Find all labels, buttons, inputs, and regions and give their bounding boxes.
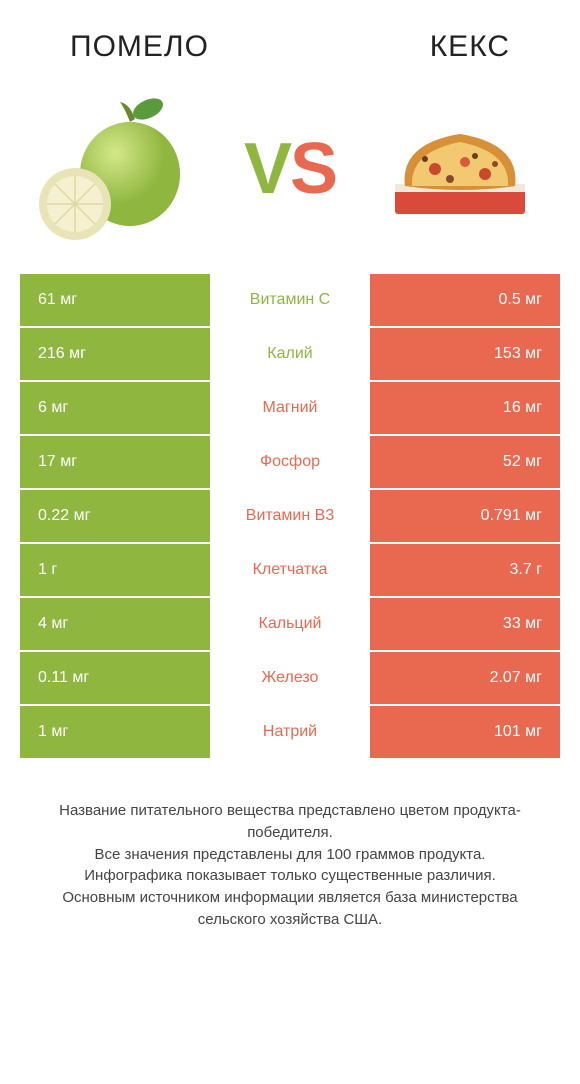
title-left: ПОМЕЛО	[70, 30, 209, 64]
nutrient-label: Калий	[210, 328, 370, 380]
value-left: 61 мг	[20, 274, 210, 326]
nutrient-label: Клетчатка	[210, 544, 370, 596]
table-row: 6 мгМагний16 мг	[20, 382, 560, 434]
table-row: 0.22 мгВитамин B30.791 мг	[20, 490, 560, 542]
images-row: VS	[0, 84, 580, 274]
nutrient-label: Витамин B3	[210, 490, 370, 542]
footer-line: Все значения представлены для 100 граммо…	[30, 844, 550, 866]
nutrient-label: Фосфор	[210, 436, 370, 488]
value-right: 153 мг	[370, 328, 560, 380]
table-row: 1 мгНатрий101 мг	[20, 706, 560, 758]
value-right: 101 мг	[370, 706, 560, 758]
value-left: 0.22 мг	[20, 490, 210, 542]
value-left: 216 мг	[20, 328, 210, 380]
value-right: 16 мг	[370, 382, 560, 434]
footer-notes: Название питательного вещества представл…	[0, 760, 580, 931]
value-left: 1 мг	[20, 706, 210, 758]
nutrient-label: Магний	[210, 382, 370, 434]
cake-icon	[390, 114, 530, 224]
title-right: КЕКС	[430, 30, 510, 64]
table-row: 61 мгВитамин C0.5 мг	[20, 274, 560, 326]
value-right: 0.791 мг	[370, 490, 560, 542]
vs-v: V	[244, 129, 290, 209]
footer-line: Основным источником информации является …	[30, 887, 550, 931]
value-left: 4 мг	[20, 598, 210, 650]
nutrient-label: Натрий	[210, 706, 370, 758]
value-right: 0.5 мг	[370, 274, 560, 326]
comparison-table: 61 мгВитамин C0.5 мг216 мгКалий153 мг6 м…	[0, 274, 580, 758]
value-right: 52 мг	[370, 436, 560, 488]
footer-line: Название питательного вещества представл…	[30, 800, 550, 844]
pomelo-icon	[30, 94, 190, 244]
vs-label: VS	[244, 128, 336, 210]
header: ПОМЕЛО КЕКС	[0, 0, 580, 84]
table-row: 1 гКлетчатка3.7 г	[20, 544, 560, 596]
value-right: 33 мг	[370, 598, 560, 650]
value-left: 6 мг	[20, 382, 210, 434]
table-row: 4 мгКальций33 мг	[20, 598, 560, 650]
value-left: 0.11 мг	[20, 652, 210, 704]
vs-s: S	[290, 129, 336, 209]
nutrient-label: Кальций	[210, 598, 370, 650]
value-right: 3.7 г	[370, 544, 560, 596]
value-left: 17 мг	[20, 436, 210, 488]
table-row: 17 мгФосфор52 мг	[20, 436, 560, 488]
nutrient-label: Железо	[210, 652, 370, 704]
value-left: 1 г	[20, 544, 210, 596]
table-row: 0.11 мгЖелезо2.07 мг	[20, 652, 560, 704]
footer-line: Инфографика показывает только существенн…	[30, 865, 550, 887]
nutrient-label: Витамин C	[210, 274, 370, 326]
value-right: 2.07 мг	[370, 652, 560, 704]
table-row: 216 мгКалий153 мг	[20, 328, 560, 380]
